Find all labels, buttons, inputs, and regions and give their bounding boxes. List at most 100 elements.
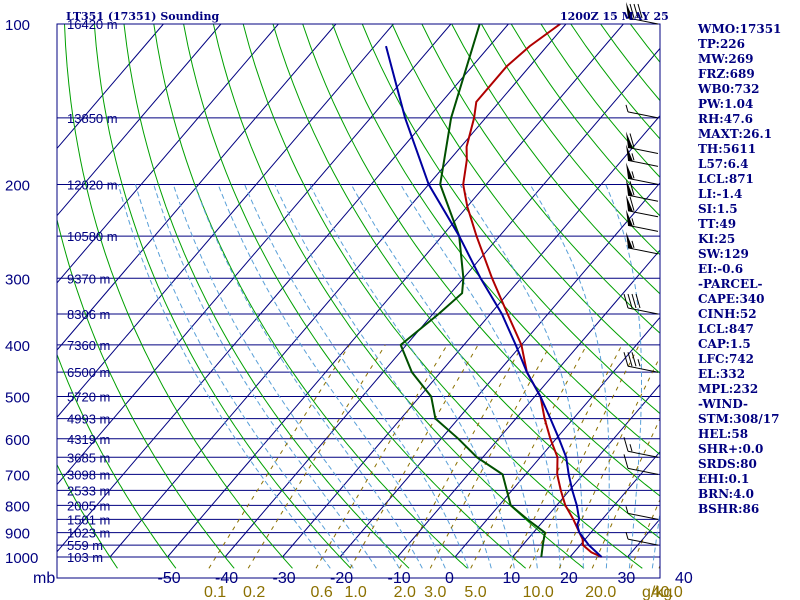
isotherm-line <box>224 47 660 558</box>
isotherm-line <box>57 24 164 150</box>
dry-adiabat <box>332 24 660 456</box>
index-line: L57:6.4 <box>698 157 749 171</box>
mixing-ratio-line <box>315 344 448 569</box>
isotherm-line <box>109 24 567 558</box>
isotherm-line <box>282 114 660 558</box>
index-line: SW:129 <box>698 247 749 261</box>
moist-adiabat <box>309 184 515 569</box>
mixing-ratio-tick-label: 2.0 <box>394 584 416 600</box>
temperature-tick-label: -30 <box>273 570 296 587</box>
thermo-grid <box>57 24 660 569</box>
pressure-tick-label: 500 <box>5 390 30 407</box>
moist-adiabat <box>244 184 469 569</box>
moist-adiabat <box>274 184 492 569</box>
index-line: PW:1.04 <box>698 97 754 111</box>
index-line: CINH:52 <box>698 307 757 321</box>
valid-time: 1200Z 15 MAY 25 <box>560 10 669 23</box>
wind-barb-icon <box>625 104 659 119</box>
moist-adiabat <box>529 184 610 569</box>
mixing-ratio-tick-label: 10.0 <box>523 584 554 600</box>
isotherm-line <box>57 24 509 553</box>
index-line: BSHR:86 <box>698 502 760 516</box>
index-line: EI:-0.6 <box>698 262 744 276</box>
index-line: KI:25 <box>698 232 736 246</box>
index-line: MPL:232 <box>698 382 759 396</box>
dry-adiabat <box>451 24 660 295</box>
height-label: 7360 m <box>67 338 110 353</box>
dry-adiabat <box>242 24 643 569</box>
height-label: 8306 m <box>67 307 110 322</box>
dry-adiabat <box>212 24 585 569</box>
pressure-tick-label: 800 <box>5 498 30 515</box>
wind-barb-icon <box>626 209 659 232</box>
temperature-tick-label: -10 <box>388 570 411 587</box>
mixing-ratio-line <box>208 344 350 569</box>
height-label: 6500 m <box>67 365 110 380</box>
isotherm-line <box>57 24 452 486</box>
height-label: 103 m <box>67 550 103 565</box>
height-label: 12020 m <box>67 177 118 192</box>
dry-adiabat <box>302 24 660 497</box>
pressure-tick-label: 200 <box>5 177 30 194</box>
height-label: 2533 m <box>67 483 110 498</box>
dry-adiabat <box>153 24 468 569</box>
wind-barb-icon <box>623 454 659 475</box>
height-label: 16420 m <box>67 17 118 32</box>
pressure-tick-label: 600 <box>5 432 30 449</box>
wind-barb-icon <box>626 162 659 185</box>
moist-adiabat <box>350 184 538 569</box>
dry-adiabat <box>480 24 660 256</box>
height-label: 5720 m <box>67 390 110 405</box>
pressure-tick-label: 100 <box>5 17 30 34</box>
index-line: BRN:4.0 <box>698 487 754 501</box>
index-line: SHR+:0.0 <box>698 442 764 456</box>
mixing-ratio-tick-label: 1.0 <box>345 584 367 600</box>
index-line: WB0:732 <box>698 82 760 96</box>
height-label: 3098 m <box>67 467 110 482</box>
wind-barb-icon <box>623 293 659 315</box>
height-label: 4993 m <box>67 412 110 427</box>
index-line: WMO:17351 <box>698 22 782 36</box>
index-line: TT:49 <box>698 217 737 231</box>
isotherm-line <box>512 383 660 558</box>
mixing-ratio-tick-label: 20.0 <box>585 584 616 600</box>
moist-adiabat <box>459 184 584 569</box>
parcel-trace <box>385 45 603 558</box>
mixing-ratio-line <box>349 344 479 569</box>
dry-adiabat <box>123 24 410 569</box>
index-line: -WIND- <box>698 397 748 411</box>
mixing-ratio-tick-label: 0.2 <box>243 584 265 600</box>
index-line: MW:269 <box>698 52 754 66</box>
index-line: -PARCEL- <box>698 277 763 291</box>
index-line: MAXT:26.1 <box>698 127 773 141</box>
mixing-ratio-tick-label: 0.1 <box>204 584 226 600</box>
moist-adiabat <box>605 184 642 569</box>
temperature-tick-label: 0 <box>445 570 454 587</box>
index-line: EHI:0.1 <box>698 472 750 486</box>
index-line: SI:1.5 <box>698 202 738 216</box>
mixing-ratio-line <box>528 344 640 569</box>
mixing-ratio-line <box>470 344 588 569</box>
pressure-tick-label: 1000 <box>5 550 38 567</box>
moist-adiabat <box>172 184 400 569</box>
wind-barb-icon <box>625 506 659 520</box>
isotherm-line <box>569 451 660 558</box>
height-label: 3685 m <box>67 450 110 465</box>
mixing-ratio-tick-label: 0.6 <box>310 584 332 600</box>
pressure-tick-label: 400 <box>5 338 30 355</box>
dry-adiabat <box>57 353 177 569</box>
mixing-ratio-line <box>630 498 660 569</box>
moist-adiabat <box>117 184 331 569</box>
temperature-tick-label: -40 <box>215 570 238 587</box>
isotherm-line <box>57 24 394 419</box>
isotherm-line <box>57 24 222 217</box>
temperature-tick-label: -50 <box>158 570 181 587</box>
index-line: EL:332 <box>698 367 746 381</box>
temperature-tick-label: 40 <box>675 570 693 587</box>
isotherm-line <box>57 24 337 351</box>
index-line: CAP:1.5 <box>698 337 751 351</box>
index-line: RH:47.6 <box>698 112 753 126</box>
temperature-tick-label: 30 <box>618 570 636 587</box>
height-label: 559 m <box>67 538 103 553</box>
